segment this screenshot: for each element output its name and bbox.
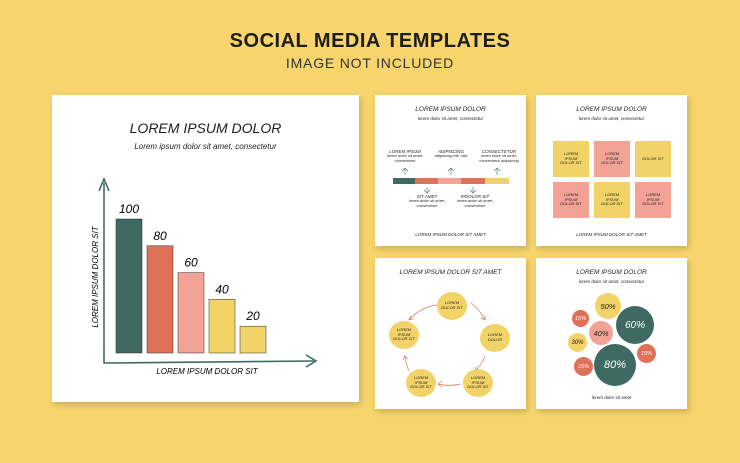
grid-subtitle: lorem dolor sit amet, consectetur (578, 116, 645, 121)
timeline-label: CONSECTETUR lorem dolor sit amet, consect… (479, 149, 519, 163)
bar (146, 245, 174, 354)
timeline-label: IPDOLOR SIT lorem dolor sit amet, consect… (456, 194, 494, 208)
cycle-node: LOREM DOLOR (480, 324, 510, 352)
bubble: 15% (637, 344, 656, 363)
grid-tile: LOREM IPSUM DOLOR SIT (594, 141, 630, 177)
bubble: 50% (595, 293, 621, 319)
chart-axes (98, 176, 318, 368)
x-axis-label: LOREM IPSUM DOLOR SIT (156, 367, 258, 376)
bar-chart-subtitle: Lorem ipsum dolor sit amet, consectetur (134, 142, 277, 151)
cycle-node: LOREM DOLOR SIT (437, 292, 467, 320)
bar (115, 218, 143, 354)
bubble: 15% (574, 357, 593, 376)
bar-value-label: 20 (245, 309, 260, 323)
cycle-title: LOREM IPSUM DOLOR SIT AMET (399, 269, 502, 276)
cycle-node: LOREM IPSUM DOLOR SIT (463, 369, 493, 397)
bar-value-label: 80 (153, 229, 167, 243)
bubble: 30% (568, 333, 587, 352)
timeline-label: SIT AMET lorem dolor sit amet, consectetu… (408, 194, 446, 208)
grid-tile: LOREM IPSUM DOLOR SIT (553, 141, 589, 177)
bar (239, 325, 267, 354)
grid-tile: LOREM IPSUM DOLOR SIT (553, 182, 589, 218)
cycle-node: LOREM IPSUM DOLOR SIT (389, 321, 419, 349)
bubble-title: LOREM IPSUM DOLOR (576, 269, 647, 276)
timeline-label: LOREM IPSUM lorem dolor sit amet, consect… (386, 149, 424, 163)
bubble: 80% (594, 344, 636, 386)
bubble-template: LOREM IPSUM DOLOR lorem dolor sit amet, … (536, 258, 687, 409)
y-axis-label: LOREM IPSUM DOLOR SIT (91, 225, 100, 327)
page-title: SOCIAL MEDIA TEMPLATES (229, 30, 511, 52)
cycle-node: LOREM IPSUM DOLOR SIT (406, 369, 436, 397)
bar (208, 299, 236, 354)
bar-value-label: 40 (215, 282, 229, 296)
grid-tile: LOREM IPSUM DOLOR SIT (635, 182, 671, 218)
timeline-template: LOREM IPSUM DOLOR lorem dolor sit amet, … (375, 95, 526, 246)
bar-chart: 100 80 60 40 20 LOREM IPSUM DOLOR SIT LOREM … (91, 176, 318, 376)
bubble: 60% (616, 306, 654, 344)
grid-title: LOREM IPSUM DOLOR (576, 106, 647, 113)
timeline-label: ADIPISCING adipiscing elit, sed (434, 149, 468, 159)
grid-tile: LOREM IPSUM DOLOR SIT (594, 182, 630, 218)
bubble: 15% (572, 310, 589, 327)
grid-footer: LOREM IPSUM DOLOR SIT AMET (576, 232, 647, 237)
cycle-template: LOREM IPSUM DOLOR SIT AMET LOREM DOLOR S… (375, 258, 526, 409)
grid-tile: DOLOR SIT (635, 141, 671, 177)
timeline-subtitle: lorem dolor sit amet, consectetur (417, 116, 484, 121)
bubble: 40% (589, 321, 613, 345)
timeline-footer: LOREM IPSUM DOLOR SIT AMET (415, 232, 486, 237)
timeline-title: LOREM IPSUM DOLOR (415, 106, 486, 113)
bar-value-label: 100 (119, 202, 139, 216)
timeline-bar (393, 167, 509, 194)
bar-chart-template: LOREM IPSUM DOLOR Lorem ipsum dolor sit … (52, 95, 359, 402)
bubble-subtitle: lorem dolor sit amet, consectetur (578, 279, 645, 284)
grid-template: LOREM IPSUM DOLOR lorem dolor sit amet, … (536, 95, 687, 246)
page-subtitle: IMAGE NOT INCLUDED (285, 55, 455, 71)
bar-value-label: 60 (184, 256, 198, 270)
bar (177, 272, 205, 354)
bubble-footer: lorem dolor sit amet (591, 395, 632, 400)
bar-chart-title: LOREM IPSUM DOLOR (129, 120, 282, 136)
